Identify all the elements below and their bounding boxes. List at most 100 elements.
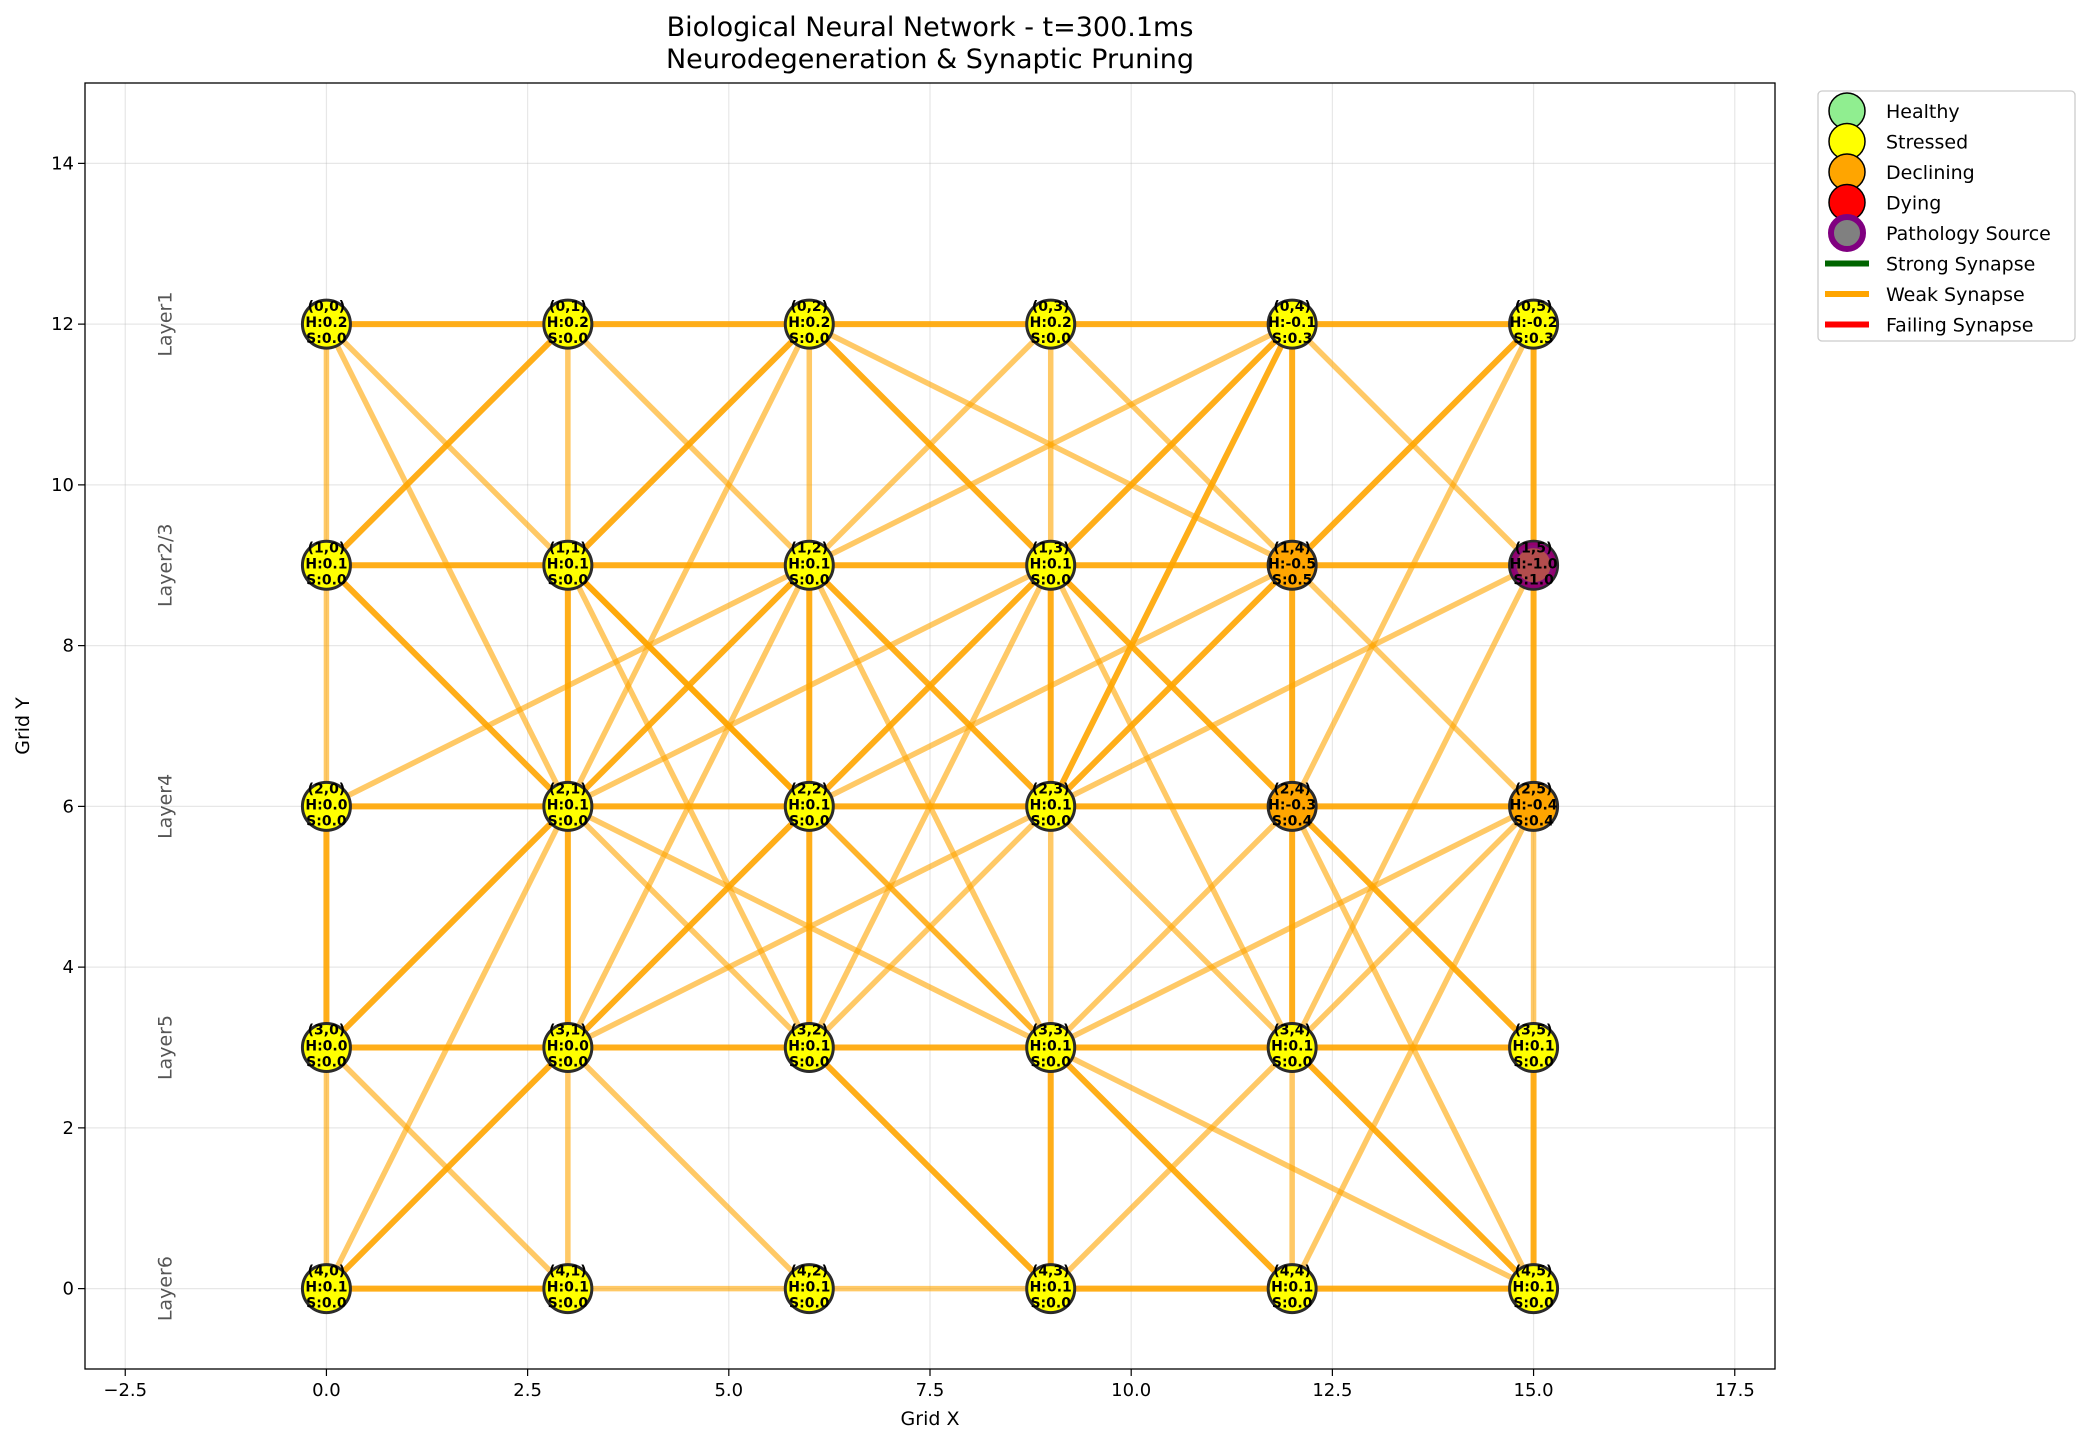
synapse-82 [807,1045,1053,1291]
neuron-circle [300,1022,352,1073]
neuron-label: S:0.0 [789,331,830,347]
synapse-87 [1048,322,1295,808]
neuron-label: S:0.0 [1272,1296,1313,1312]
synapse-48 [323,322,571,808]
neuron-0: (0,0)H:0.2S:0.0 [300,298,352,350]
neuron-circle [1025,1022,1077,1073]
neuron-13: (2,1)H:0.1S:0.0 [542,780,594,832]
neuron-circle [1025,780,1077,832]
neuron-circle [1508,298,1560,350]
legend-item-2: Declining [1828,153,1975,191]
x-tick-label: 15.0 [1514,1380,1554,1401]
synapse-77 [807,563,1053,809]
x-tick-label: 17.5 [1715,1380,1755,1401]
neuron-label: H:0.1 [547,1280,589,1296]
neuron-label: (3,5) [1515,1023,1553,1039]
synapse-78 [808,562,1294,809]
neuron-circle [783,1263,835,1315]
neuron-circle [1266,1022,1318,1073]
neuron-label: (0,4) [1273,299,1311,315]
neuron-9: (1,3)H:0.1S:0.0 [1025,539,1077,591]
neuron-8: (1,2)H:0.1S:0.0 [783,539,835,591]
y-tick-label: 6 [63,796,74,817]
synapse-103 [1290,804,1536,1050]
x-tick-label: 12.5 [1312,1380,1352,1401]
neuron-11: (1,5)H:-1.0S:1.0 [1508,539,1560,591]
neuron-27: (4,3)H:0.1S:0.0 [1025,1263,1077,1315]
chart-subtitle: Neurodegeneration & Synaptic Pruning [666,44,1194,75]
layer-label-0: Layer1 [154,292,176,357]
neuron-label: S:0.0 [306,813,347,829]
neuron-label: S:0.5 [1272,572,1312,588]
neuron-label: H:0.0 [547,1039,589,1055]
legend-marker [1828,214,1866,252]
neuron-label: (3,2) [790,1023,828,1039]
neuron-16: (2,4)H:-0.3S:0.4 [1266,780,1318,832]
synapse-99 [1289,322,1537,808]
neuron-15: (2,3)H:0.1S:0.0 [1025,780,1077,832]
synapse-86 [1048,564,1295,1049]
chart-title: Biological Neural Network - t=300.1ms [667,12,1194,43]
neuron-label: (0,1) [549,299,587,315]
neuron-6: (1,0)H:0.1S:0.0 [300,539,352,591]
synapse-98 [1290,563,1536,809]
neuron-18: (3,0)H:0.0S:0.0 [300,1022,352,1073]
neuron-circle [1025,298,1077,350]
neuron-2: (0,2)H:0.2S:0.0 [783,298,835,350]
neuron-circle [1508,1263,1560,1315]
synapse-97 [1290,322,1536,568]
neuron-label: S:0.3 [1513,331,1553,347]
legend-label: Strong Synapse [1886,254,2035,276]
synapse-69 [566,803,1052,1050]
neuron-label: (4,0) [308,1264,346,1280]
neuron-label: H:-0.4 [1510,797,1558,813]
neuron-label: (3,1) [549,1023,587,1039]
y-tick-label: 0 [63,1279,74,1300]
neuron-label: H:0.2 [305,315,347,331]
neuron-label: (1,4) [1273,540,1311,556]
neuron-24: (4,0)H:0.1S:0.0 [300,1263,352,1315]
neuron-label: (4,1) [549,1264,587,1280]
synapse-55 [323,805,571,1290]
y-axis-label: Grid Y [12,697,34,755]
neuron-label: H:0.1 [305,556,347,572]
neuron-label: S:0.0 [1513,1055,1554,1071]
neuron-label: H:0.1 [547,556,589,572]
layer-label-3: Layer5 [154,1015,176,1080]
synapse-61 [565,322,812,568]
legend-label: Declining [1886,162,1975,184]
y-tick-label: 14 [51,153,74,174]
neuron-label: (2,1) [549,781,587,797]
neuron-label: (1,2) [790,540,828,556]
synapse-88 [1048,563,1295,809]
pathology-marker [1510,542,1557,589]
legend-item-3: Dying [1828,183,1941,222]
neuron-25: (4,1)H:0.1S:0.0 [542,1263,594,1315]
synapse-94 [1049,1045,1535,1292]
legend-item-4: Pathology Source [1828,214,2051,252]
x-tick-label: 2.5 [513,1380,542,1401]
neuron-label: S:0.3 [1272,331,1312,347]
neuron-label: H:0.1 [788,556,830,572]
synapse-68 [565,804,812,1050]
neuron-label: H:0.1 [547,797,589,813]
synapse-104 [1290,1045,1536,1291]
neuron-label: S:0.0 [789,1296,830,1312]
synapse-102 [1289,564,1537,1049]
synapse-52 [325,562,811,809]
synapse-92 [1049,803,1535,1050]
neuron-label: (1,5) [1515,540,1553,556]
synapse-81 [807,804,1053,1050]
legend-item-5: Strong Synapse [1825,254,2035,276]
neuron-label: S:0.0 [306,1296,347,1312]
neuron-label: H:0.0 [305,797,347,813]
synapse-105 [1289,805,1537,1290]
neuron-label: H:0.1 [1271,1280,1313,1296]
neuron-circle [300,1263,352,1315]
legend-label: Pathology Source [1886,223,2051,245]
neuron-label: (3,0) [308,1023,346,1039]
neuron-circle [542,780,594,832]
neuron-label: (2,5) [1515,781,1553,797]
neuron-label: (3,4) [1273,1023,1311,1039]
neuron-label: (4,5) [1515,1264,1553,1280]
